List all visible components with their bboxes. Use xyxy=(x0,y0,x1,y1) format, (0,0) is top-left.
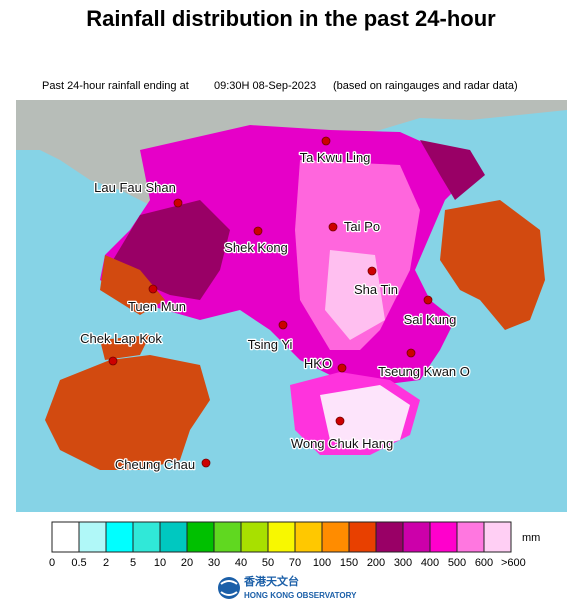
place-label: Tuen Mun xyxy=(128,299,186,314)
legend-label: 30 xyxy=(208,557,220,569)
place-label: Sha Tin xyxy=(354,282,398,297)
place-label: Tsing Yi xyxy=(248,337,293,352)
place-label: Wong Chuk Hang xyxy=(291,436,393,451)
hong-kong-island-center xyxy=(320,385,410,450)
lantau-island xyxy=(45,355,210,470)
legend-swatch xyxy=(132,521,161,553)
logo-chinese: 香港天文台 xyxy=(243,574,299,588)
marker xyxy=(148,284,158,294)
marker xyxy=(278,320,288,330)
legend-swatch xyxy=(429,521,458,553)
place-label: Tai Po xyxy=(344,219,380,234)
legend-label: 150 xyxy=(340,557,358,569)
legend-label: 10 xyxy=(154,557,166,569)
map xyxy=(16,100,567,512)
legend-swatch xyxy=(402,521,431,553)
place-label: Sai Kung xyxy=(404,312,457,327)
logo-english: HONG KONG OBSERVATORY xyxy=(244,591,357,600)
legend-label: 20 xyxy=(181,557,193,569)
legend-swatch xyxy=(375,521,404,553)
legend-label: 500 xyxy=(448,557,466,569)
subtitle-prefix: Past 24-hour rainfall ending at xyxy=(42,80,189,92)
legend-label: 200 xyxy=(367,557,385,569)
place-labels: Ta Kwu Ling Lau Fau Shan Shek Kong Tai P… xyxy=(79,149,471,474)
marker xyxy=(173,198,183,208)
legend-label: 70 xyxy=(289,557,301,569)
legend-label: 0 xyxy=(49,557,55,569)
legend-swatch xyxy=(267,521,296,553)
place-label: HKO xyxy=(304,356,332,371)
tuen-mun-area xyxy=(100,255,165,315)
marker xyxy=(108,356,118,366)
marker xyxy=(406,348,416,358)
place-label: Lau Fau Shan xyxy=(94,180,176,195)
timestamp: 09:30H 08-Sep-2023 xyxy=(214,80,316,92)
legend-swatch xyxy=(186,521,215,553)
legend-label: 50 xyxy=(262,557,274,569)
legend-swatch xyxy=(483,521,512,553)
legend-label: 2 xyxy=(103,557,109,569)
marker xyxy=(201,458,211,468)
place-label: Ta Kwu Ling xyxy=(300,150,371,165)
logo: 香港天文台 HONG KONG OBSERVATORY xyxy=(218,574,357,600)
place-label: Chek Lap Kok xyxy=(80,331,162,346)
legend-swatch xyxy=(105,521,134,553)
marker xyxy=(253,226,263,236)
marker xyxy=(335,416,345,426)
place-label: Shek Kong xyxy=(224,240,288,255)
subtitle-suffix: (based on raingauges and radar data) xyxy=(333,80,518,92)
legend-label: 5 xyxy=(130,557,136,569)
legend-label: >600 xyxy=(501,557,526,569)
northeast-area xyxy=(420,140,485,200)
title: Rainfall distribution in the past 24-hou… xyxy=(86,6,496,31)
legend-label: 100 xyxy=(313,557,331,569)
marker xyxy=(321,136,331,146)
legend-label: 300 xyxy=(394,557,412,569)
legend-label: 400 xyxy=(421,557,439,569)
legend-swatch xyxy=(294,521,323,553)
legend-swatch xyxy=(78,521,107,553)
legend-swatch xyxy=(456,521,485,553)
legend-swatch xyxy=(348,521,377,553)
legend-swatch xyxy=(51,521,80,553)
sai-kung-peninsula xyxy=(440,200,545,330)
legend-swatch xyxy=(213,521,242,553)
legend-swatch xyxy=(240,521,269,553)
marker xyxy=(423,295,433,305)
place-markers xyxy=(108,136,433,468)
airport-island xyxy=(100,335,150,360)
legend-label: 0.5 xyxy=(71,557,86,569)
legend-swatch xyxy=(321,521,350,553)
logo-emblem-detail xyxy=(220,580,238,596)
legend-swatch xyxy=(159,521,188,553)
legend-unit: mm xyxy=(522,532,540,544)
marker xyxy=(337,363,347,373)
place-label: Cheung Chau xyxy=(115,457,195,472)
place-label: Tseung Kwan O xyxy=(378,364,470,379)
marker xyxy=(367,266,377,276)
legend-label: 40 xyxy=(235,557,247,569)
legend-label: 600 xyxy=(475,557,493,569)
legend: mm 0 0.5 2 5 10 20 30 40 50 70 100 150 200 300 400 500 6… xyxy=(49,521,540,569)
marker xyxy=(328,222,338,232)
